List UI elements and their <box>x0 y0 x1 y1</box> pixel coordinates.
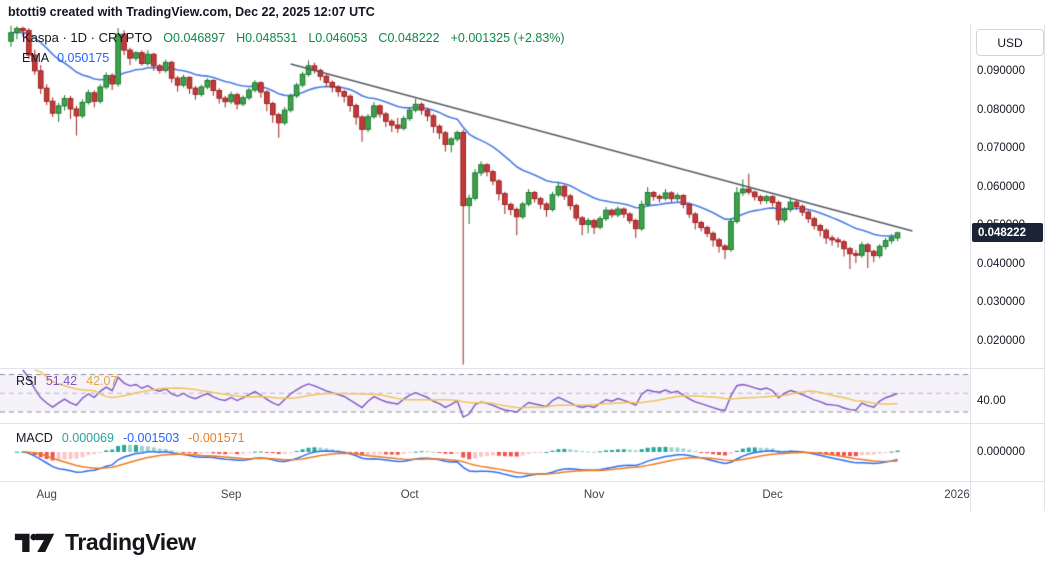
price-tick-label: 0.070000 <box>977 142 1025 154</box>
currency-label: USD <box>997 35 1023 50</box>
time-tick-label: Aug <box>36 489 57 501</box>
tradingview-brand-text: TradingView <box>65 528 196 555</box>
price-tick-label: 0.060000 <box>977 180 1025 193</box>
tradingview-logo-icon <box>14 533 55 553</box>
time-tick-label: Sep <box>220 489 242 501</box>
price-tick-label: 0.020000 <box>977 334 1025 347</box>
pane-separator <box>0 481 1045 482</box>
attribution-text: btotti9 created with TradingView.com, De… <box>8 5 375 19</box>
time-tick-label: Dec <box>762 489 783 501</box>
macd-axis-label: 0.000000 <box>977 446 1025 458</box>
pane-separator[interactable] <box>0 368 1045 369</box>
last-price-badge: 0.048222 <box>972 223 1043 243</box>
time-tick-label: Oct <box>400 489 419 501</box>
time-tick-label: 2026 <box>944 489 970 501</box>
price-axis-border <box>970 25 971 511</box>
price-tick-label: 0.030000 <box>977 296 1025 308</box>
footer-bar: TradingView <box>0 511 1057 571</box>
chart-right-border <box>1044 25 1045 511</box>
price-tick-label: 0.040000 <box>977 257 1025 270</box>
time-tick-label: Nov <box>583 489 605 501</box>
pane-separator[interactable] <box>0 423 1045 424</box>
last-price-value: 0.048222 <box>978 226 1026 239</box>
price-chart-canvas[interactable] <box>0 25 970 481</box>
price-tick-label: 0.090000 <box>977 65 1025 77</box>
tradingview-brand[interactable]: TradingView <box>14 527 196 557</box>
price-tick-label: 0.080000 <box>977 103 1025 116</box>
rsi-axis-label: 40.00 <box>977 395 1006 408</box>
currency-toggle-button[interactable]: USD <box>976 29 1044 56</box>
